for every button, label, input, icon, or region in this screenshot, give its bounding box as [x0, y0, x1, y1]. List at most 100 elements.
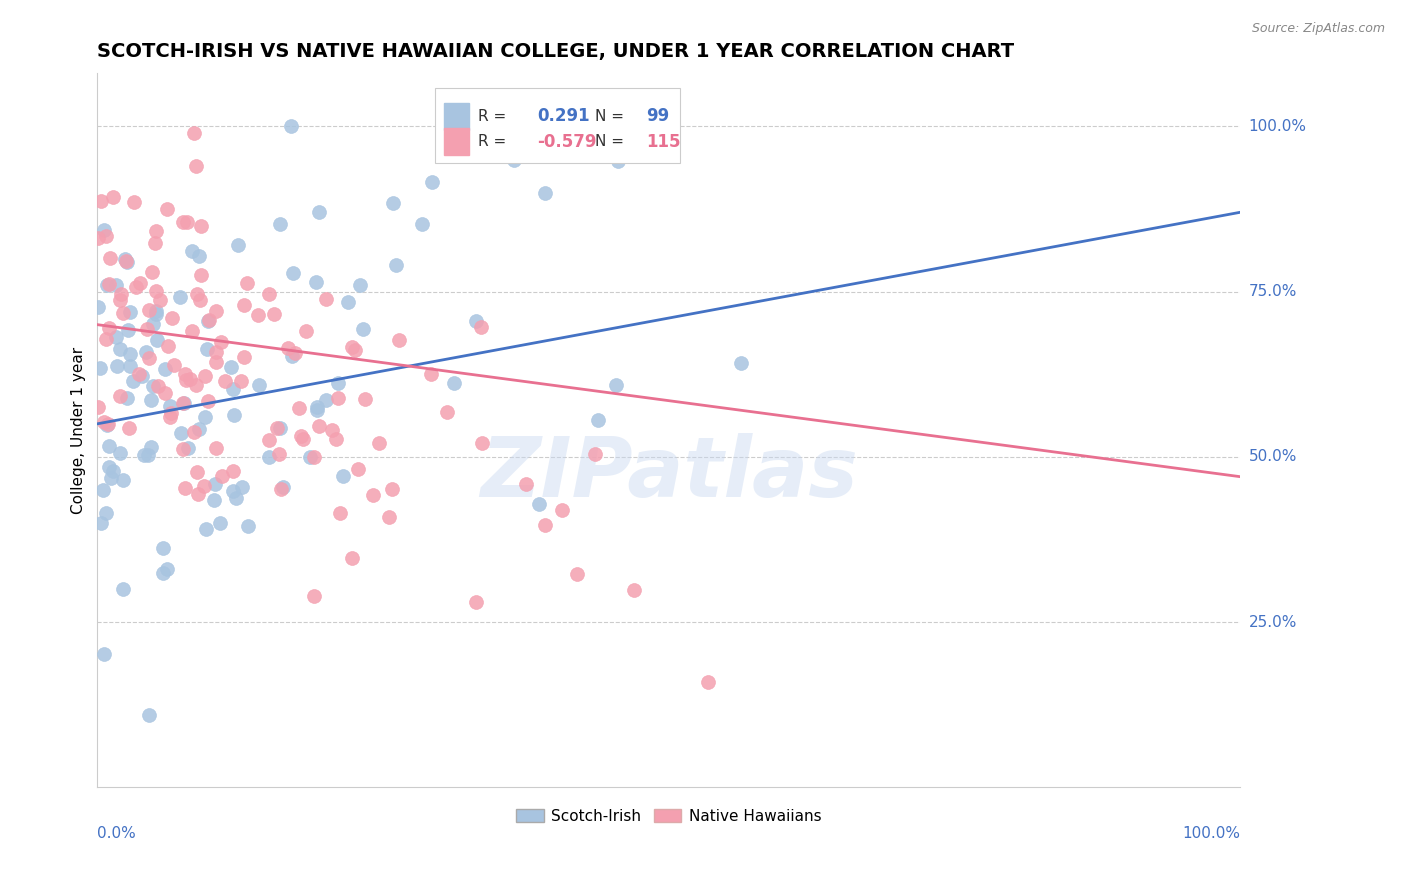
Point	[465, 594, 488, 608]
Text: 115: 115	[645, 133, 681, 151]
Point	[236, 276, 259, 290]
Point	[101, 464, 124, 478]
Point	[156, 202, 179, 216]
Point	[125, 280, 148, 294]
Point	[160, 311, 183, 326]
Point	[172, 442, 194, 457]
Point	[337, 294, 360, 309]
Point	[190, 268, 212, 283]
Point	[96, 333, 118, 347]
Point	[271, 480, 294, 494]
Text: N =: N =	[595, 109, 628, 124]
Point	[176, 215, 198, 229]
Point	[411, 217, 433, 231]
Point	[443, 376, 465, 390]
Point	[381, 195, 404, 210]
Point	[101, 190, 124, 204]
Point	[186, 287, 208, 301]
Point	[315, 293, 337, 307]
Point	[93, 222, 115, 236]
Point	[326, 376, 349, 390]
Point	[163, 358, 186, 372]
Text: 75.0%: 75.0%	[1249, 284, 1296, 299]
Point	[183, 425, 205, 439]
Point	[606, 154, 628, 169]
Point	[141, 265, 163, 279]
Point	[197, 393, 219, 408]
Point	[145, 304, 167, 318]
Point	[138, 303, 160, 318]
Point	[290, 429, 312, 443]
Text: 0.291: 0.291	[537, 107, 591, 125]
Point	[381, 482, 404, 496]
Point	[197, 313, 219, 327]
Point	[108, 343, 131, 357]
Point	[142, 317, 165, 331]
Point	[117, 323, 139, 337]
Point	[266, 420, 288, 434]
Point	[420, 367, 443, 381]
Point	[156, 562, 179, 576]
Point	[190, 219, 212, 233]
Point	[115, 253, 138, 268]
Bar	[444, 128, 468, 155]
Point	[181, 324, 204, 338]
Point	[90, 194, 112, 208]
Point	[187, 422, 209, 436]
Point	[308, 204, 330, 219]
Y-axis label: College, Under 1 year: College, Under 1 year	[72, 347, 86, 514]
Point	[194, 410, 217, 425]
Point	[118, 305, 141, 319]
Point	[87, 231, 110, 245]
Point	[368, 435, 391, 450]
Point	[173, 396, 195, 410]
Point	[321, 423, 343, 437]
Point	[96, 277, 118, 292]
Text: 25.0%: 25.0%	[1249, 615, 1296, 630]
Text: 99: 99	[645, 107, 669, 125]
Point	[187, 248, 209, 262]
Text: 0.0%: 0.0%	[97, 826, 136, 841]
Point	[121, 374, 143, 388]
Point	[344, 343, 367, 357]
Point	[176, 372, 198, 386]
Point	[269, 420, 291, 434]
Point	[93, 647, 115, 661]
FancyBboxPatch shape	[434, 87, 681, 162]
Point	[193, 479, 215, 493]
Point	[229, 374, 252, 388]
Text: SCOTCH-IRISH VS NATIVE HAWAIIAN COLLEGE, UNDER 1 YEAR CORRELATION CHART: SCOTCH-IRISH VS NATIVE HAWAIIAN COLLEGE,…	[97, 42, 1015, 61]
Point	[98, 277, 121, 291]
Point	[205, 344, 228, 359]
Point	[152, 541, 174, 556]
Point	[222, 465, 245, 479]
Point	[100, 471, 122, 485]
Point	[222, 408, 245, 422]
Point	[222, 484, 245, 499]
Point	[211, 469, 233, 483]
Point	[143, 235, 166, 250]
Point	[97, 459, 120, 474]
Point	[257, 450, 280, 464]
Point	[623, 582, 645, 597]
Point	[222, 382, 245, 396]
Text: R =: R =	[478, 109, 510, 124]
Point	[232, 350, 254, 364]
Point	[204, 355, 226, 369]
Point	[183, 126, 205, 140]
Point	[269, 447, 291, 461]
Point	[586, 413, 609, 427]
Point	[86, 400, 108, 414]
Point	[110, 287, 132, 301]
Point	[89, 360, 111, 375]
Point	[146, 378, 169, 392]
Point	[204, 303, 226, 318]
Point	[361, 488, 384, 502]
Point	[527, 497, 550, 511]
Point	[108, 389, 131, 403]
Point	[352, 322, 374, 336]
Point	[114, 252, 136, 266]
Point	[247, 378, 270, 392]
Point	[288, 401, 311, 416]
Point	[263, 307, 285, 321]
